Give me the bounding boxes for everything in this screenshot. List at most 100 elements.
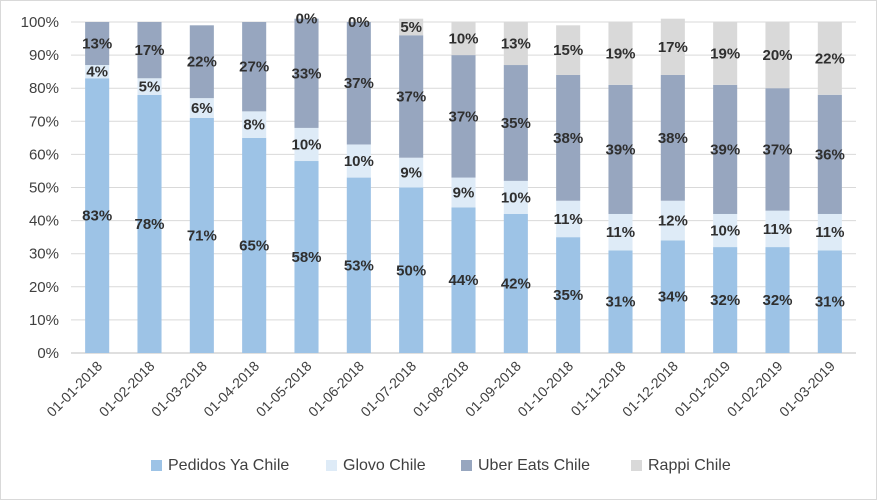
data-label: 17%: [134, 42, 164, 59]
x-tick-label: 01-04-2018: [200, 358, 262, 420]
y-tick-label: 100%: [21, 14, 59, 31]
data-label: 44%: [448, 272, 478, 289]
legend-label: Pedidos Ya Chile: [168, 457, 289, 474]
bar-segment: [85, 78, 110, 354]
bar-segment: [765, 210, 790, 248]
data-label: 37%: [344, 75, 374, 92]
y-tick-label: 50%: [29, 180, 59, 197]
data-label: 10%: [448, 31, 478, 48]
data-label: 53%: [344, 257, 374, 274]
data-label: 13%: [501, 36, 531, 53]
bar-segment: [817, 250, 842, 353]
data-label: 10%: [710, 223, 740, 240]
y-tick-label: 0%: [37, 345, 59, 362]
bar-segment: [503, 213, 528, 353]
bar-segment: [399, 18, 424, 36]
x-tick-label: 01-01-2019: [671, 358, 733, 420]
legend-swatch: [461, 460, 472, 471]
bar-segment: [817, 22, 842, 95]
bar-segment: [242, 111, 267, 138]
bar-segment: [399, 157, 424, 188]
bar-segment: [817, 94, 842, 214]
data-label: 0%: [348, 14, 370, 31]
bar-segment: [556, 74, 581, 201]
bar-segment: [608, 213, 633, 251]
data-label: 36%: [815, 146, 845, 163]
bar-segment: [294, 18, 319, 128]
data-label: 11%: [554, 211, 583, 228]
y-tick-label: 10%: [29, 312, 59, 329]
data-label: 10%: [501, 189, 531, 206]
x-tick-label: 01-06-2018: [305, 358, 367, 420]
bar-segment: [765, 22, 790, 89]
bar-segment: [189, 25, 214, 99]
bar-segment: [660, 18, 685, 75]
bar-segment: [713, 84, 738, 214]
x-tick-label: 01-12-2018: [619, 358, 681, 420]
bar-segment: [189, 117, 214, 354]
y-tick-label: 20%: [29, 279, 59, 296]
data-label: 15%: [553, 42, 583, 59]
data-label: 35%: [501, 115, 531, 132]
bar-segment: [660, 240, 685, 353]
data-label: 11%: [763, 221, 792, 238]
bar-segment: [399, 35, 424, 158]
bar-segment: [608, 22, 633, 85]
data-label: 83%: [82, 208, 112, 225]
data-label: 39%: [710, 141, 740, 158]
bar-segment: [85, 22, 110, 66]
y-tick-label: 30%: [29, 246, 59, 263]
bar-segment: [503, 180, 528, 214]
bar-segment: [765, 247, 790, 353]
x-tick-label: 01-09-2018: [462, 358, 524, 420]
data-label: 4%: [86, 64, 108, 81]
data-label: 71%: [187, 227, 217, 244]
data-label: 42%: [501, 275, 531, 292]
data-label: 58%: [291, 249, 321, 266]
data-label: 17%: [658, 39, 688, 56]
y-tick-label: 70%: [29, 113, 59, 130]
bar-segment: [137, 22, 162, 79]
data-label: 9%: [453, 184, 475, 201]
data-label: 5%: [400, 19, 422, 36]
data-label: 35%: [553, 287, 583, 304]
bar-segment: [556, 25, 581, 75]
x-tick-label: 01-03-2019: [776, 358, 838, 420]
bar-segment: [765, 88, 790, 211]
x-tick-label: 01-05-2018: [253, 358, 315, 420]
data-label: 9%: [400, 165, 422, 182]
bar-segment: [294, 161, 319, 353]
legend-label: Uber Eats Chile: [478, 457, 590, 474]
legend-swatch: [326, 460, 337, 471]
bar-segment: [451, 207, 476, 353]
bar-segment: [399, 187, 424, 353]
data-label: 31%: [815, 294, 845, 311]
bar-segment: [608, 84, 633, 214]
data-label: 10%: [291, 136, 321, 153]
bar-segment: [556, 237, 581, 353]
data-label: 37%: [448, 108, 478, 125]
y-tick-label: 80%: [29, 80, 59, 97]
bar-segment: [660, 200, 685, 241]
bar-segment: [451, 55, 476, 178]
bar-segment: [451, 22, 476, 56]
x-tick-label: 01-07-2018: [357, 358, 419, 420]
bar-segment: [242, 22, 267, 112]
bar-segment: [660, 74, 685, 201]
data-label: 33%: [291, 65, 321, 82]
y-tick-label: 90%: [29, 47, 59, 64]
data-label: 32%: [762, 292, 792, 309]
bar-segment: [346, 177, 371, 353]
data-label: 11%: [606, 224, 635, 241]
data-label: 22%: [187, 54, 217, 71]
data-label: 11%: [815, 224, 844, 241]
bar-segment: [189, 98, 214, 118]
y-tick-label: 60%: [29, 146, 59, 163]
bar-segment: [137, 78, 162, 95]
bar-segment: [294, 127, 319, 162]
bar-segment: [503, 22, 528, 66]
bar-segment: [713, 213, 738, 248]
data-label: 13%: [82, 36, 112, 53]
